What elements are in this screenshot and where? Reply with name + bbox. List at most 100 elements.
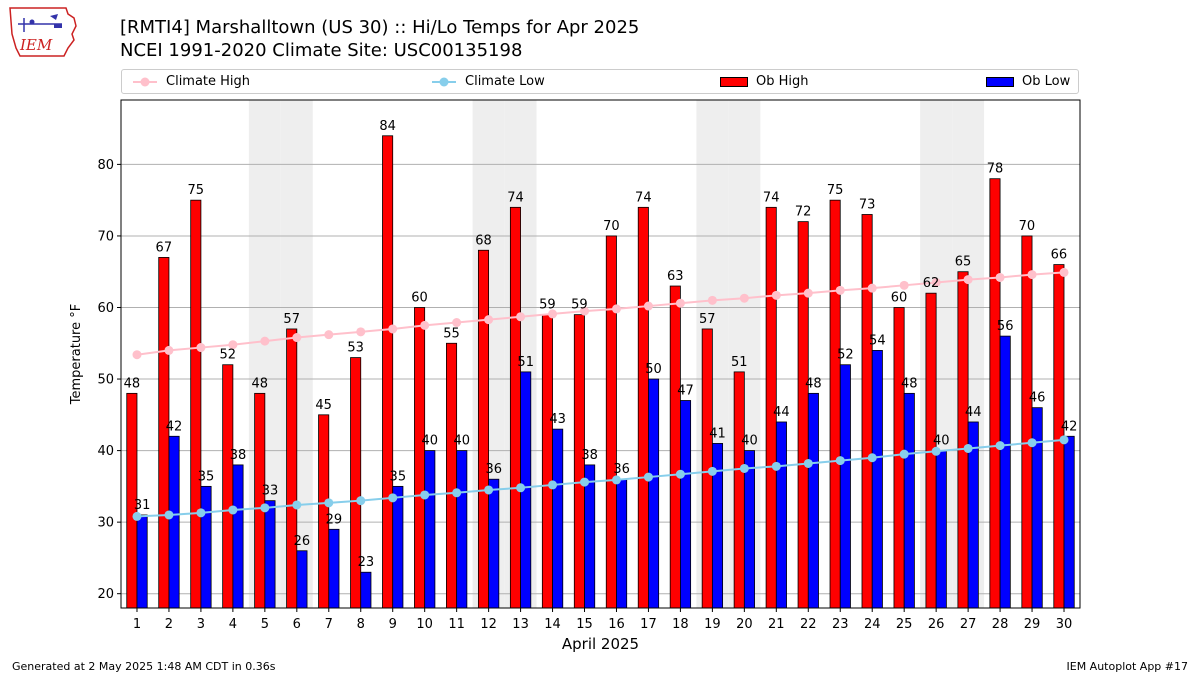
- bar-ob-low: [903, 392, 915, 609]
- iem-logo: IEM: [9, 7, 77, 57]
- bar-ob-low: [232, 464, 244, 609]
- x-tick-label: 13: [512, 617, 529, 632]
- point-climate-high: [867, 283, 877, 293]
- x-tick-label: 14: [544, 617, 561, 632]
- plot-frame: [120, 99, 1081, 609]
- label-ob-high: 60: [891, 290, 908, 305]
- point-climate-low: [292, 500, 302, 510]
- label-ob-high: 66: [1051, 248, 1068, 263]
- point-climate-high: [324, 330, 334, 340]
- bar-ob-low: [871, 350, 883, 609]
- x-tick-label: 21: [768, 617, 785, 632]
- legend-item-climate-high: Climate High: [132, 70, 250, 93]
- y-axis-label: Temperature °F: [69, 304, 84, 405]
- point-climate-high: [803, 288, 813, 298]
- x-tick-label: 4: [229, 617, 237, 632]
- label-ob-low: 54: [869, 333, 886, 348]
- bar-ob-low: [136, 514, 148, 609]
- point-climate-low: [867, 453, 877, 463]
- bar-ob-low: [743, 450, 755, 609]
- point-climate-high: [260, 336, 270, 346]
- bar-ob-low: [935, 450, 947, 609]
- bar-ob-high: [957, 271, 969, 609]
- bar-ob-low: [168, 435, 180, 609]
- legend-label-climate-low: Climate Low: [465, 74, 545, 89]
- point-climate-low: [1027, 438, 1037, 448]
- point-climate-high: [643, 301, 653, 311]
- y-tick-label: 50: [97, 373, 114, 388]
- point-climate-low: [611, 475, 621, 485]
- point-climate-low: [388, 493, 398, 503]
- point-climate-high: [580, 306, 590, 316]
- point-climate-high: [484, 315, 494, 325]
- line-climate-low: [136, 438, 1065, 518]
- y-tick-label: 40: [97, 444, 114, 459]
- label-ob-low: 51: [517, 355, 534, 370]
- label-ob-high: 59: [539, 298, 556, 313]
- label-ob-low: 48: [805, 376, 822, 391]
- x-tick-label: 24: [864, 617, 881, 632]
- x-tick-label: 3: [197, 617, 205, 632]
- x-tick-label: 10: [416, 617, 433, 632]
- x-tick-label: 22: [800, 617, 817, 632]
- x-tick-label: 29: [1024, 617, 1041, 632]
- bar-ob-low: [360, 571, 372, 609]
- bar-ob-low: [1031, 407, 1043, 609]
- point-climate-high: [611, 304, 621, 314]
- bar-ob-high: [861, 214, 873, 609]
- point-climate-high: [292, 333, 302, 343]
- bar-ob-high: [190, 199, 202, 609]
- bar-ob-high: [1021, 235, 1033, 609]
- legend-label-ob-low: Ob Low: [1022, 74, 1071, 89]
- point-climate-low: [739, 463, 749, 473]
- point-climate-high: [452, 318, 462, 328]
- label-ob-high: 75: [188, 183, 205, 198]
- label-ob-low: 38: [230, 448, 247, 463]
- label-ob-low: 40: [933, 434, 950, 449]
- point-climate-low: [931, 446, 941, 456]
- y-tick-label: 30: [97, 516, 114, 531]
- label-ob-high: 62: [923, 276, 940, 291]
- bar-ob-low: [807, 392, 819, 609]
- label-ob-low: 23: [358, 555, 375, 570]
- point-climate-high: [388, 324, 398, 334]
- x-tick-label: 7: [325, 617, 333, 632]
- bar-ob-low: [392, 485, 404, 609]
- generated-footer: Generated at 2 May 2025 1:48 AM CDT in 0…: [12, 660, 276, 673]
- bar-ob-high: [350, 357, 362, 609]
- bar-ob-low: [648, 378, 660, 609]
- bar-ob-low: [839, 364, 851, 609]
- point-climate-low: [420, 490, 430, 500]
- label-ob-low: 35: [198, 469, 215, 484]
- label-ob-high: 48: [251, 376, 268, 391]
- legend-label-ob-high: Ob High: [756, 74, 809, 89]
- point-climate-high: [1027, 270, 1037, 280]
- bar-ob-high: [254, 392, 266, 609]
- line-climate-high: [136, 271, 1065, 356]
- bar-ob-high: [382, 135, 394, 609]
- point-climate-high: [548, 309, 558, 319]
- bar-ob-high: [669, 285, 681, 609]
- point-climate-high: [516, 312, 526, 322]
- label-ob-low: 42: [1061, 419, 1078, 434]
- x-tick-label: 30: [1056, 617, 1073, 632]
- point-climate-high: [196, 343, 206, 353]
- bar-ob-low: [296, 550, 308, 609]
- label-ob-low: 46: [1029, 391, 1046, 406]
- bar-ob-high: [286, 328, 298, 609]
- x-tick-label: 12: [480, 617, 497, 632]
- label-ob-low: 44: [773, 405, 790, 420]
- bar-ob-low: [1063, 435, 1075, 609]
- point-climate-low: [643, 472, 653, 482]
- label-ob-high: 70: [1019, 219, 1036, 234]
- point-climate-low: [548, 480, 558, 490]
- label-ob-low: 44: [965, 405, 982, 420]
- x-tick-label: 5: [261, 617, 269, 632]
- x-tick-label: 28: [992, 617, 1009, 632]
- label-ob-low: 35: [390, 469, 407, 484]
- label-ob-low: 26: [294, 534, 311, 549]
- point-climate-low: [132, 511, 142, 521]
- x-tick-label: 6: [293, 617, 301, 632]
- label-ob-high: 57: [699, 312, 716, 327]
- app-footer: IEM Autoplot App #17: [1066, 660, 1189, 673]
